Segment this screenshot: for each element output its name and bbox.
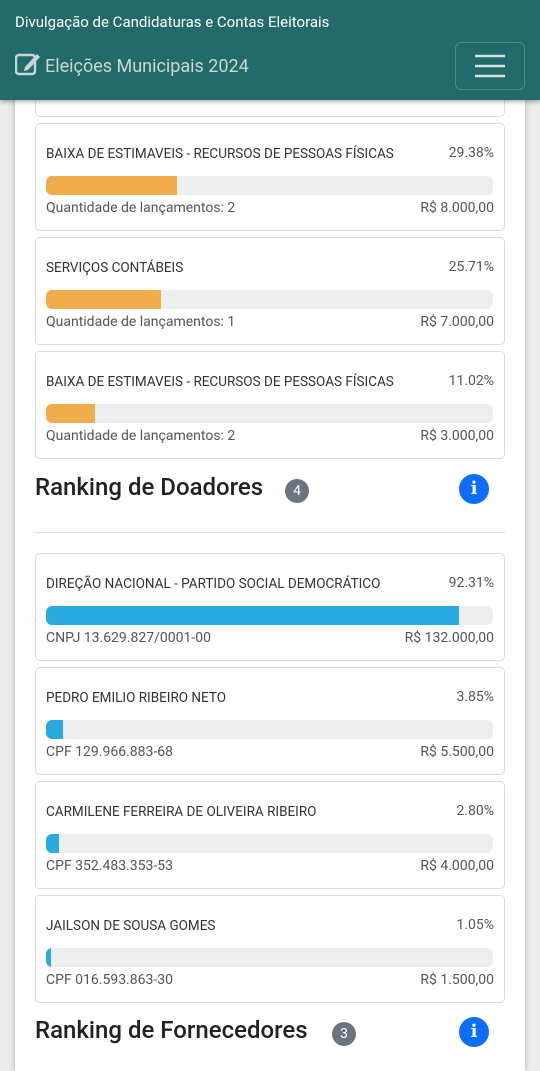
divider: [35, 532, 505, 533]
item-percent: 1.05%: [456, 917, 494, 933]
content-panel: BAIXA DE ESTIMAVEIS - RECURSOS DE PESSOA…: [15, 0, 525, 1071]
progress-fill: [46, 176, 178, 195]
progress-fill: [46, 606, 459, 625]
site-subtitle: Eleições Municipais 2024: [45, 56, 249, 77]
item-percent: 25.71%: [448, 259, 494, 275]
info-button[interactable]: i: [459, 1017, 489, 1047]
item-card: PEDRO EMILIO RIBEIRO NETO 3.85% CPF 129.96…: [35, 667, 505, 775]
item-card: DIREÇÃO NACIONAL - PARTIDO SOCIAL DEMOCR…: [35, 553, 505, 661]
item-info: CNPJ 13.629.827/0001-00: [46, 630, 211, 646]
item-card: BAIXA DE ESTIMAVEIS - RECURSOS DE PESSOA…: [35, 123, 505, 231]
menu-icon: [475, 54, 505, 78]
item-percent: 2.80%: [456, 803, 494, 819]
progress-fill: [46, 948, 51, 967]
item-amount: R$ 7.000,00: [420, 314, 494, 330]
item-name: BAIXA DE ESTIMAVEIS - RECURSOS DE PESSOA…: [46, 146, 394, 162]
progress-track: [46, 834, 493, 853]
item-info: CPF 016.593.863-30: [46, 972, 173, 988]
item-info: Quantidade de lançamentos: 1: [46, 314, 236, 330]
progress-track: [46, 404, 493, 423]
item-info: CPF 352.483.353-53: [46, 858, 173, 874]
app-bar: Divulgação de Candidaturas e Contas Elei…: [0, 0, 540, 100]
progress-fill: [46, 834, 59, 853]
item-info: CPF 129.966.883-68: [46, 744, 173, 760]
item-percent: 3.85%: [456, 689, 494, 705]
item-percent: 29.38%: [448, 145, 494, 161]
item-amount: R$ 3.000,00: [420, 428, 494, 444]
item-amount: R$ 8.000,00: [420, 200, 494, 216]
item-card: CARMILENE FERREIRA DE OLIVEIRA RIBEIRO 2.…: [35, 781, 505, 889]
progress-track: [46, 290, 493, 309]
progress-track: [46, 948, 493, 967]
progress-fill: [46, 404, 96, 423]
site-title: Divulgação de Candidaturas e Contas Elei…: [15, 13, 330, 31]
item-name: BAIXA DE ESTIMAVEIS - RECURSOS DE PESSOA…: [46, 374, 394, 390]
progress-track: [46, 720, 493, 739]
progress-fill: [46, 720, 64, 739]
section-title: Ranking de Doadores: [35, 473, 264, 501]
item-amount: R$ 5.500,00: [420, 744, 494, 760]
item-name: PEDRO EMILIO RIBEIRO NETO: [46, 690, 227, 706]
item-percent: 92.31%: [448, 575, 494, 591]
item-card: JAILSON DE SOUSA GOMES 1.05% CPF 016.593.8…: [35, 895, 505, 1003]
edit-icon: [15, 53, 40, 76]
info-button[interactable]: i: [459, 474, 489, 504]
progress-track: [46, 176, 493, 195]
item-name: CARMILENE FERREIRA DE OLIVEIRA RIBEIRO: [46, 804, 317, 820]
section-title: Ranking de Fornecedores: [35, 1016, 308, 1044]
item-info: Quantidade de lançamentos: 2: [46, 200, 236, 216]
item-amount: R$ 132.000,00: [404, 630, 494, 646]
item-card: SERVIÇOS CONTÁBEIS 25.71% Quantidade de la…: [35, 237, 505, 345]
count-badge: 4: [285, 479, 309, 503]
item-card: BAIXA DE ESTIMAVEIS - RECURSOS DE PESSOA…: [35, 351, 505, 459]
item-percent: 11.02%: [448, 373, 494, 389]
count-badge: 3: [332, 1022, 356, 1046]
item-amount: R$ 4.000,00: [420, 858, 494, 874]
progress-track: [46, 606, 493, 625]
item-name: JAILSON DE SOUSA GOMES: [46, 918, 216, 934]
item-info: Quantidade de lançamentos: 2: [46, 428, 236, 444]
progress-fill: [46, 290, 161, 309]
menu-button[interactable]: [455, 42, 525, 90]
item-name: SERVIÇOS CONTÁBEIS: [46, 260, 184, 276]
item-name: DIREÇÃO NACIONAL - PARTIDO SOCIAL DEMOCR…: [46, 576, 381, 592]
item-amount: R$ 1.500,00: [420, 972, 494, 988]
